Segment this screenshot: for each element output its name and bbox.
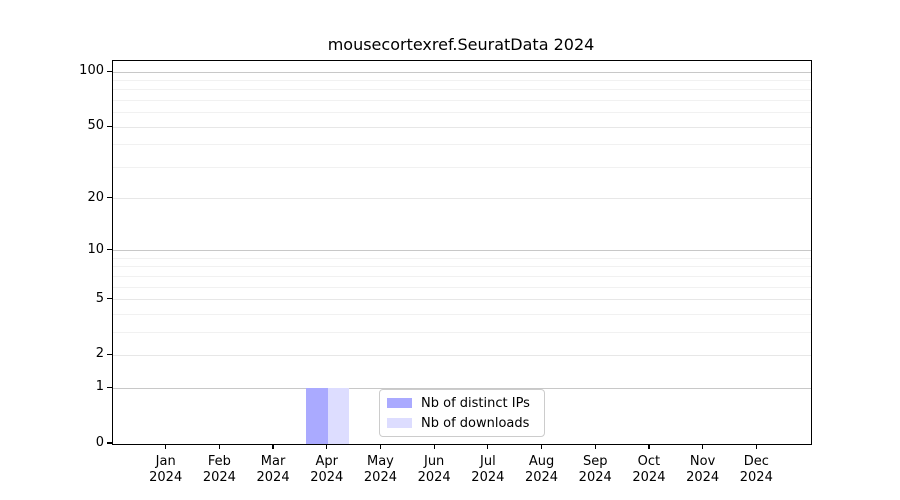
gridline-y-80 <box>113 89 811 91</box>
gridline-y-70 <box>113 100 811 102</box>
legend-label-distinct-ips: Nb of distinct IPs <box>421 395 530 411</box>
x-tick-label-3: Apr 2024 <box>310 454 344 485</box>
plot-area: Nb of distinct IPs Nb of downloads <box>112 60 812 445</box>
x-tick-9 <box>648 444 650 450</box>
legend-label-downloads: Nb of downloads <box>421 415 530 431</box>
gridline-y-1 <box>113 387 811 389</box>
y-tick-label-50: 50 <box>87 118 104 134</box>
x-tick-label-11: Dec 2024 <box>739 454 773 485</box>
x-tick-label-2: Mar 2024 <box>256 454 290 485</box>
x-tick-label-7: Aug 2024 <box>524 454 559 485</box>
y-tick-label-20: 20 <box>87 189 104 205</box>
y-tick-50 <box>106 125 112 127</box>
legend-item-downloads: Nb of downloads <box>387 416 544 431</box>
y-tick-label-2: 2 <box>95 346 104 362</box>
y-tick-10 <box>106 249 112 251</box>
y-tick-20 <box>106 197 112 199</box>
y-tick-label-0: 0 <box>95 435 104 450</box>
gridline-y-50 <box>113 126 811 128</box>
gridline-y-2 <box>113 354 811 356</box>
gridline-y-6 <box>113 286 811 288</box>
chart-title: mousecortexref.SeuratData 2024 <box>327 35 595 54</box>
gridline-y-20 <box>113 198 811 200</box>
x-tick-4 <box>379 444 382 450</box>
y-tick-1 <box>106 386 112 388</box>
gridline-y-30 <box>113 166 811 168</box>
x-tick-1 <box>218 444 220 450</box>
x-tick-label-4: May 2024 <box>363 454 397 485</box>
x-tick-7 <box>540 444 543 450</box>
legend: Nb of distinct IPs Nb of downloads <box>379 389 545 437</box>
x-tick-label-5: Jun 2024 <box>417 454 451 485</box>
gridline-y-4 <box>113 313 811 315</box>
gridline-y-60 <box>113 112 811 114</box>
gridline-y-90 <box>113 80 811 82</box>
x-tick-8 <box>594 444 596 450</box>
x-tick-11 <box>755 444 757 450</box>
gridline-y-10 <box>113 250 811 252</box>
y-tick-label-1: 1 <box>95 379 104 395</box>
legend-swatch-downloads <box>387 418 412 428</box>
gridline-y-9 <box>113 257 811 259</box>
x-tick-10 <box>702 444 704 450</box>
x-tick-label-1: Feb 2024 <box>202 454 236 485</box>
x-tick-0 <box>165 444 167 450</box>
gridline-y-100 <box>113 71 811 73</box>
gridline-y-8 <box>113 266 811 268</box>
x-tick-label-9: Oct 2024 <box>632 454 666 485</box>
y-tick-2 <box>106 353 112 356</box>
y-tick-label-10: 10 <box>87 241 104 257</box>
x-tick-5 <box>433 444 435 450</box>
legend-swatch-distinct-ips <box>387 398 412 408</box>
y-tick-label-100: 100 <box>79 63 104 79</box>
y-tick-label-5: 5 <box>95 290 104 306</box>
gridline-y-3 <box>113 331 811 333</box>
gridline-y-40 <box>113 144 811 146</box>
bar-nb-of-distinct-ips-3 <box>306 388 328 444</box>
y-tick-100 <box>106 70 112 72</box>
bar-nb-of-downloads-3 <box>327 388 350 444</box>
x-tick-label-6: Jul 2024 <box>471 454 505 485</box>
gridline-y-5 <box>113 299 811 301</box>
x-tick-label-8: Sep 2024 <box>578 454 612 485</box>
y-tick-5 <box>106 298 112 300</box>
x-tick-label-10: Nov 2024 <box>686 454 720 485</box>
gridline-y-7 <box>113 275 811 277</box>
y-tick-0 <box>106 442 112 444</box>
x-tick-2 <box>272 444 274 450</box>
legend-item-distinct-ips: Nb of distinct IPs <box>387 396 544 411</box>
x-tick-6 <box>487 444 489 450</box>
x-tick-3 <box>326 444 328 450</box>
x-tick-label-0: Jan 2024 <box>149 454 183 485</box>
